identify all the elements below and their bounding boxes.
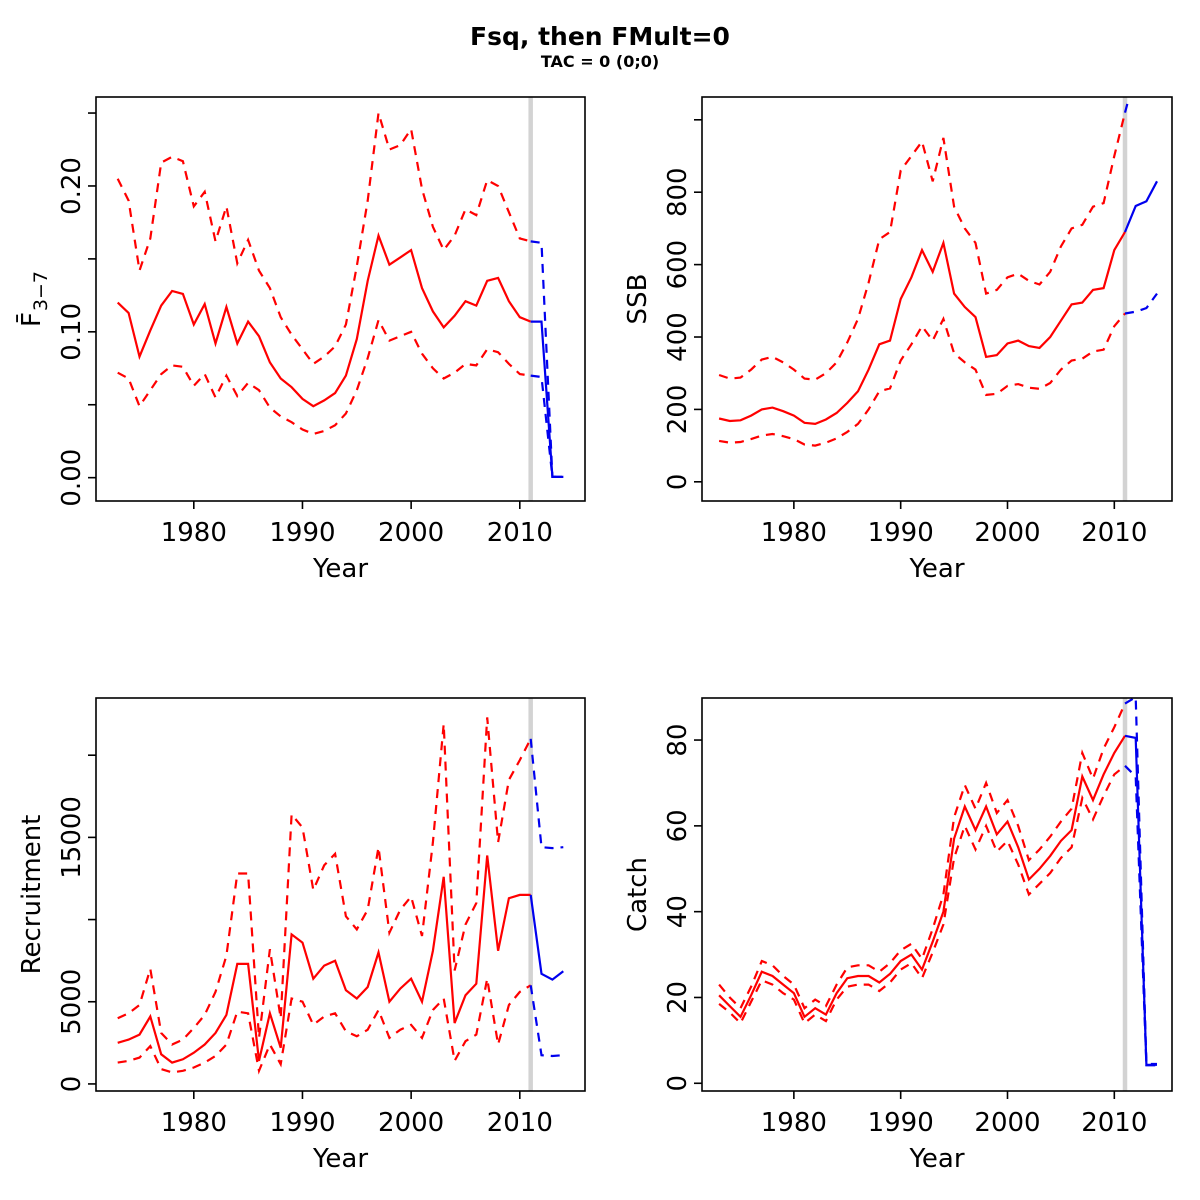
recruitment-x-tick-label: 1980 bbox=[161, 1108, 227, 1138]
recruitment-upper-ci-projection-line bbox=[529, 738, 564, 850]
catch-y-tick-label: 0 bbox=[663, 1075, 693, 1092]
catch-y-axis-title: Catch bbox=[623, 857, 653, 932]
f-x-tick-label: 1980 bbox=[161, 518, 227, 548]
ssb-y-tick-label: 200 bbox=[663, 385, 693, 435]
recruitment-lower-ci-projection-line bbox=[529, 985, 564, 1058]
catch-x-tick-label: 2000 bbox=[974, 1108, 1040, 1138]
ssb-panel: 1980 1990 2000 2010 0 200 400 600 800 Year SSB bbox=[623, 96, 1173, 584]
recruitment-panel: 1980 1990 2000 2010 0 5000 15000 Year Recruitmen… bbox=[17, 697, 586, 1174]
recruitment-y-tick-label: 0 bbox=[57, 1076, 87, 1093]
catch-y-tick-label: 40 bbox=[663, 895, 693, 928]
catch-upper-ci-historic-line bbox=[718, 703, 1127, 1011]
figure-title: Fsq, then FMult=0 bbox=[470, 22, 730, 51]
ssb-y-axis-title: SSB bbox=[623, 274, 653, 325]
ssb-y-tick-label: 800 bbox=[663, 167, 693, 217]
catch-panel: 1980 1990 2000 2010 0 20 40 60 80 Year Catch bbox=[623, 697, 1173, 1174]
f-y-tick-label: 0.00 bbox=[57, 449, 87, 507]
ssb-x-axis-title: Year bbox=[908, 554, 964, 584]
catch-plot-border bbox=[701, 697, 1173, 1092]
recruitment-median-historic-line bbox=[117, 855, 531, 1064]
catch-x-tick-label: 1990 bbox=[868, 1108, 934, 1138]
catch-y-tick-label: 20 bbox=[663, 981, 693, 1014]
catch-x-axis-title: Year bbox=[908, 1144, 964, 1174]
f-y-tick-label: 0.20 bbox=[57, 157, 87, 215]
catch-median-historic-line bbox=[718, 735, 1126, 1019]
catch-y-tick-label: 80 bbox=[663, 723, 693, 756]
f-upper-ci-historic-line bbox=[116, 112, 531, 366]
recruitment-x-tick-label: 2000 bbox=[378, 1108, 444, 1138]
ssb-plot-border bbox=[701, 96, 1173, 502]
recruitment-x-tick-label: 1990 bbox=[269, 1108, 335, 1138]
ssb-x-tick-label: 1980 bbox=[761, 518, 827, 548]
f-y-axis-title: F̄3−7 bbox=[15, 271, 52, 327]
ssb-y-tick-label: 0 bbox=[663, 474, 693, 491]
f-panel: 1980 1990 2000 2010 0.00 0.10 0.20 Year F̄3−7 bbox=[15, 96, 586, 584]
ssb-x-tick-label: 1990 bbox=[868, 518, 934, 548]
f-lower-ci-projection-line bbox=[530, 374, 564, 478]
recruitment-upper-ci-historic-line bbox=[117, 717, 532, 1046]
recruitment-x-axis-title: Year bbox=[312, 1144, 368, 1174]
f-y-tick-label: 0.10 bbox=[57, 303, 87, 361]
ssb-x-tick-label: 2000 bbox=[974, 518, 1040, 548]
catch-lower-ci-historic-line bbox=[718, 764, 1126, 1026]
f-x-axis-title: Year bbox=[312, 554, 368, 584]
figure-subtitle: TAC = 0 (0;0) bbox=[540, 52, 660, 71]
f-median-historic-line bbox=[116, 231, 532, 408]
catch-y-tick-label: 60 bbox=[663, 809, 693, 842]
catch-upper-ci-projection-line bbox=[1124, 698, 1157, 1066]
recruitment-median-projection-line bbox=[529, 894, 564, 981]
recruitment-x-tick-label: 2010 bbox=[487, 1108, 553, 1138]
recruitment-y-axis-title: Recruitment bbox=[17, 815, 47, 975]
ssb-y-tick-label: 400 bbox=[663, 312, 693, 362]
f-lower-ci-historic-line bbox=[117, 317, 531, 436]
catch-lower-ci-projection-line bbox=[1124, 765, 1157, 1067]
f-x-tick-label: 1990 bbox=[269, 518, 335, 548]
recruitment-y-tick-label: 5000 bbox=[57, 969, 87, 1035]
f-x-tick-label: 2010 bbox=[487, 518, 553, 548]
catch-x-tick-label: 2010 bbox=[1081, 1108, 1147, 1138]
ssb-lower-ci-historic-line bbox=[718, 312, 1126, 447]
ssb-median-historic-line bbox=[718, 231, 1126, 426]
f-upper-ci-projection-line bbox=[530, 240, 564, 478]
f-plot-border bbox=[95, 96, 586, 502]
ssb-upper-ci-historic-line bbox=[718, 112, 1127, 381]
ssb-lower-ci-projection-line bbox=[1124, 292, 1158, 315]
ssb-x-tick-label: 2010 bbox=[1081, 518, 1147, 548]
f-x-tick-label: 2000 bbox=[378, 518, 444, 548]
recruitment-y-tick-label: 15000 bbox=[57, 796, 87, 879]
catch-x-tick-label: 1980 bbox=[761, 1108, 827, 1138]
ssb-median-projection-line bbox=[1123, 180, 1158, 233]
recruitment-plot-border bbox=[95, 697, 586, 1092]
ssb-y-tick-label: 600 bbox=[663, 240, 693, 290]
